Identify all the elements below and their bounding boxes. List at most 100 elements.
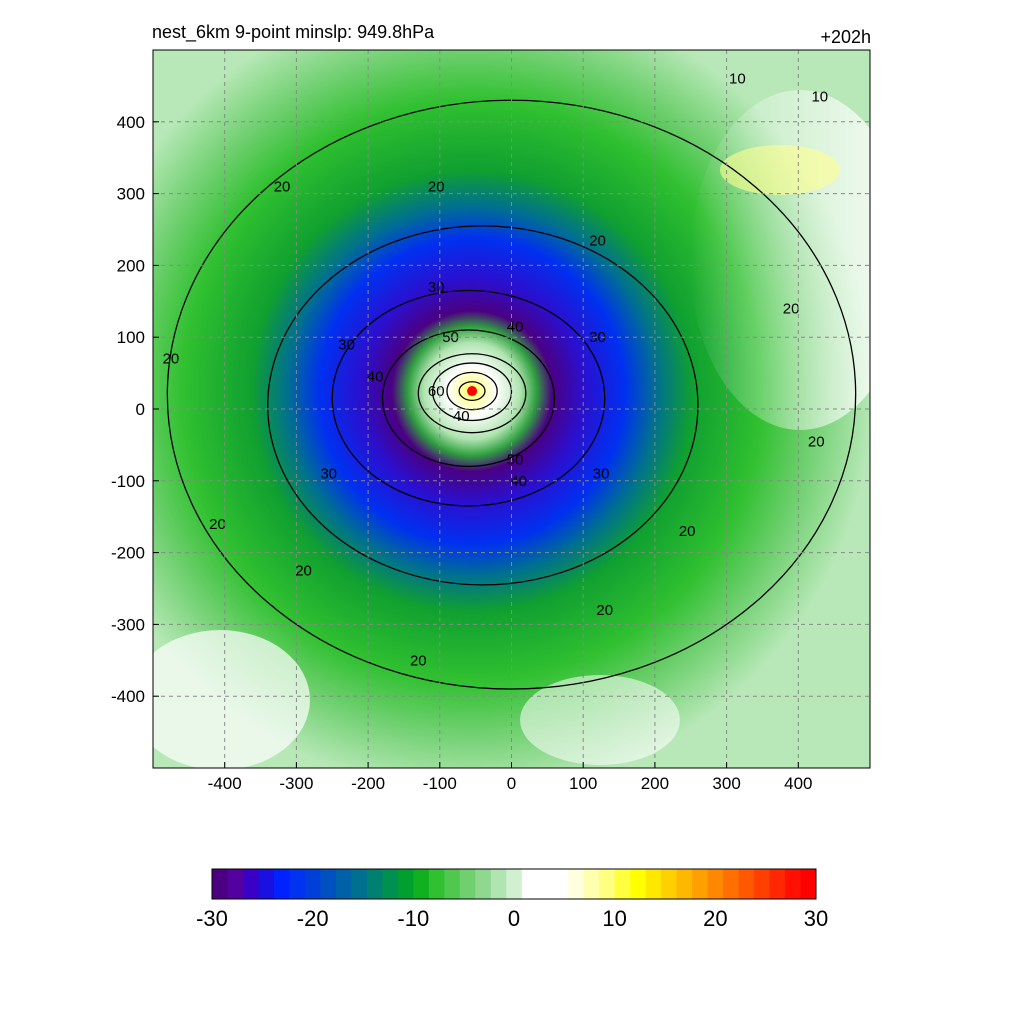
x-tick-label: -200 bbox=[351, 774, 385, 793]
color-bar-swatch bbox=[630, 869, 647, 899]
contour-ring bbox=[458, 381, 486, 402]
y-tick-label: -300 bbox=[111, 615, 145, 634]
color-bar-swatch bbox=[707, 869, 724, 899]
positive-anomaly-ne bbox=[720, 145, 840, 195]
color-bar-swatch bbox=[661, 869, 678, 899]
contour-label: 40 bbox=[510, 473, 527, 490]
color-bar-swatch bbox=[723, 869, 740, 899]
color-bar-swatch bbox=[273, 869, 290, 899]
contour-label: 10 bbox=[729, 71, 746, 88]
color-bar-swatch bbox=[676, 869, 693, 899]
x-tick-label: 400 bbox=[784, 774, 812, 793]
forecast-hour-label: +202h bbox=[820, 27, 871, 47]
color-bar-swatch bbox=[335, 869, 352, 899]
storm-center-marker bbox=[467, 386, 478, 397]
y-tick-label: 0 bbox=[136, 400, 145, 419]
y-tick-label: -100 bbox=[111, 472, 145, 491]
color-bar-swatch bbox=[428, 869, 445, 899]
color-bar-swatch bbox=[242, 869, 259, 899]
color-bar-swatch bbox=[212, 869, 228, 899]
color-bar-swatch bbox=[475, 869, 492, 899]
chart-title: nest_6km 9-point minslp: 949.8hPa bbox=[152, 22, 435, 42]
color-bar-swatch bbox=[366, 869, 383, 899]
color-bar-swatch bbox=[320, 869, 337, 899]
x-tick-label: -300 bbox=[279, 774, 313, 793]
color-bar-tick-label: 0 bbox=[508, 906, 520, 931]
color-bar-swatch bbox=[351, 869, 368, 899]
contour-label: 20 bbox=[428, 178, 445, 195]
contour-label: 20 bbox=[163, 351, 180, 368]
color-bar-swatch bbox=[599, 869, 616, 899]
color-bar-tick-label: -10 bbox=[397, 906, 429, 931]
contour-label: 10 bbox=[811, 89, 828, 106]
color-bar-tick-label: -20 bbox=[297, 906, 329, 931]
x-tick-label: 100 bbox=[569, 774, 597, 793]
y-tick-label: -200 bbox=[111, 544, 145, 563]
contour-ring bbox=[431, 362, 513, 422]
clear-region-sw bbox=[153, 630, 310, 768]
contour-ring bbox=[331, 289, 606, 507]
contour-ring bbox=[381, 329, 556, 468]
color-bar-labels: -30 -20 -10 0 10 20 30 bbox=[196, 906, 828, 931]
clear-region-s bbox=[520, 675, 680, 765]
x-tick-label: -400 bbox=[208, 774, 242, 793]
color-bar-swatch bbox=[413, 869, 430, 899]
contour-label: 60 bbox=[428, 383, 445, 400]
contour-label: 30 bbox=[428, 279, 445, 296]
x-tick-label: 0 bbox=[507, 774, 516, 793]
contour-ring bbox=[446, 371, 498, 411]
color-bar-swatch bbox=[785, 869, 802, 899]
x-tick-label: -100 bbox=[423, 774, 457, 793]
contour-label: 30 bbox=[338, 336, 355, 353]
color-bar-swatch bbox=[583, 869, 600, 899]
contour-label: 40 bbox=[453, 408, 470, 425]
color-bar-swatch bbox=[537, 869, 554, 899]
y-tick-label: 400 bbox=[117, 113, 145, 132]
contour-label: 20 bbox=[808, 433, 825, 450]
y-axis: 400 300 200 100 0 -100 -200 -300 -400 bbox=[111, 113, 159, 706]
x-axis: -400 -300 -200 -100 0 100 200 300 400 bbox=[208, 762, 812, 793]
contour-label: 40 bbox=[507, 318, 524, 335]
contour-label: 20 bbox=[589, 232, 606, 249]
contour-label: 20 bbox=[596, 602, 613, 619]
contour-ring bbox=[417, 353, 527, 434]
contour-label: 50 bbox=[507, 451, 524, 468]
color-bar-swatch bbox=[304, 869, 321, 899]
marker-layer bbox=[467, 386, 478, 397]
color-bar-swatch bbox=[382, 869, 399, 899]
color-bar-swatch bbox=[490, 869, 507, 899]
contour-label: 30 bbox=[593, 466, 610, 483]
color-bar-swatch bbox=[506, 869, 523, 899]
contour-label: 20 bbox=[209, 516, 226, 533]
color-bar-swatch bbox=[568, 869, 585, 899]
y-tick-label: 300 bbox=[117, 185, 145, 204]
contour-ring bbox=[267, 225, 699, 586]
color-bar-swatch bbox=[227, 869, 244, 899]
color-bar-tick-label: 10 bbox=[602, 906, 626, 931]
color-bar-swatch bbox=[397, 869, 414, 899]
plot-area: 20 20 20 20 20 20 20 20 20 20 20 30 30 30 30 30 40 40 40 40… bbox=[153, 50, 870, 768]
contour-label: 20 bbox=[295, 563, 312, 580]
color-bar-swatch bbox=[614, 869, 631, 899]
contour-label: 30 bbox=[320, 466, 337, 483]
contour-labels: 20 20 20 20 20 20 20 20 20 20 20 30 30 30 30 30 40 40 40 40… bbox=[163, 71, 829, 670]
contour-label: 30 bbox=[589, 329, 606, 346]
color-bar-tick-label: 20 bbox=[703, 906, 727, 931]
color-bar-swatch bbox=[738, 869, 755, 899]
color-bar-swatch bbox=[692, 869, 709, 899]
contour-label: 40 bbox=[367, 369, 384, 386]
y-tick-label: -400 bbox=[111, 687, 145, 706]
color-bar-swatch bbox=[521, 869, 538, 899]
color-bar-frame bbox=[211, 868, 817, 900]
x-tick-label: 200 bbox=[641, 774, 669, 793]
contour-label: 20 bbox=[783, 300, 800, 317]
y-tick-label: 200 bbox=[117, 256, 145, 275]
clear-region-east bbox=[690, 90, 870, 430]
color-bar-swatch bbox=[769, 869, 786, 899]
contour-label: 20 bbox=[679, 523, 696, 540]
color-bar-swatch bbox=[552, 869, 569, 899]
color-bar-tick-label: -30 bbox=[196, 906, 228, 931]
contour-label: 20 bbox=[410, 652, 427, 669]
color-bar bbox=[211, 868, 817, 900]
